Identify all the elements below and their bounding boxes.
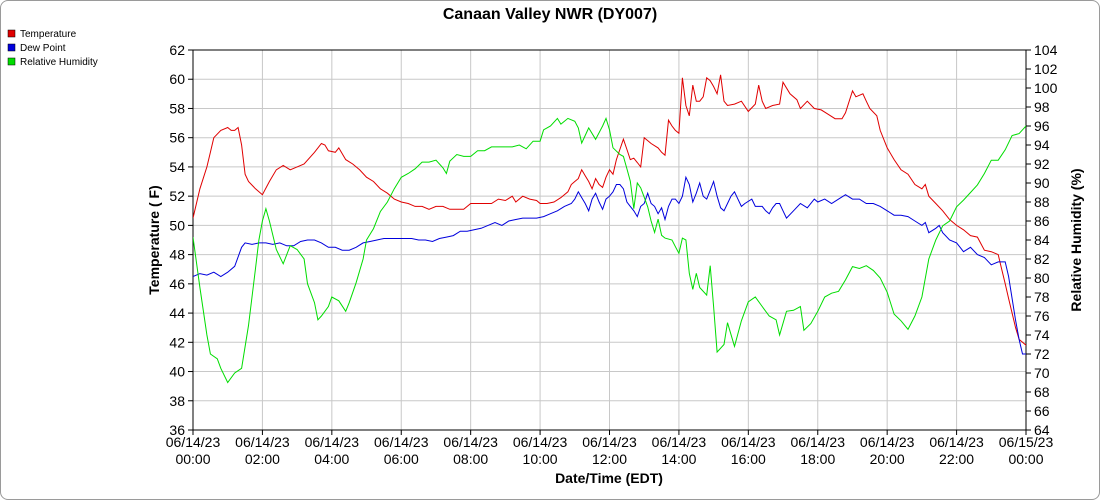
y-left-tick-label: 40 <box>169 364 185 380</box>
y-right-tick-label: 86 <box>1034 213 1050 229</box>
y-right-tick-label: 84 <box>1034 232 1050 248</box>
x-tick-label: 06/14/23 <box>652 434 707 450</box>
y-left-tick-label: 50 <box>169 217 185 233</box>
y-right-tick-label: 88 <box>1034 194 1050 210</box>
series-line-dew-point <box>193 175 1026 355</box>
x-tick-label: 06/14/23 <box>305 434 360 450</box>
y-right-tick-label: 78 <box>1034 289 1050 305</box>
legend-swatch-dew-point <box>7 43 16 52</box>
y-right-tick-label: 64 <box>1034 422 1050 438</box>
x-tick-label: 00:00 <box>175 451 210 467</box>
y-axis-left-label: Temperature ( F) <box>146 185 162 294</box>
y-right-tick-label: 76 <box>1034 308 1050 324</box>
y-left-tick-label: 52 <box>169 188 185 204</box>
y-right-tick-label: 94 <box>1034 137 1050 153</box>
legend: Temperature Dew Point Relative Humidity <box>7 29 98 68</box>
y-right-tick-label: 82 <box>1034 251 1050 267</box>
x-tick-label: 04:00 <box>314 451 349 467</box>
y-left-tick-label: 56 <box>169 130 185 146</box>
y-right-tick-label: 90 <box>1034 175 1050 191</box>
axes <box>188 49 1031 435</box>
x-tick-label: 06/14/23 <box>166 434 221 450</box>
x-tick-label: 06/15/23 <box>999 434 1054 450</box>
y-right-tick-label: 66 <box>1034 403 1050 419</box>
y-left-tick-label: 44 <box>169 305 185 321</box>
y-right-tick-label: 104 <box>1034 42 1058 58</box>
y-right-tick-label: 98 <box>1034 99 1050 115</box>
x-tick-label: 06/14/23 <box>374 434 429 450</box>
x-tick-label: 06/14/23 <box>791 434 846 450</box>
y-left-tick-label: 36 <box>169 422 185 438</box>
x-tick-label: 20:00 <box>870 451 905 467</box>
legend-label-dew-point: Dew Point <box>20 43 66 54</box>
x-tick-label: 16:00 <box>731 451 766 467</box>
x-tick-label: 06/14/23 <box>513 434 568 450</box>
series-line-relative-humidity <box>193 116 1026 384</box>
y-left-tick-label: 60 <box>169 71 185 87</box>
x-tick-label: 06/14/23 <box>929 434 984 450</box>
x-tick-label: 06:00 <box>384 451 419 467</box>
x-tick-label: 08:00 <box>453 451 488 467</box>
x-axis-label: Date/Time (EDT) <box>555 470 663 486</box>
x-tick-label: 14:00 <box>661 451 696 467</box>
y-right-tick-label: 68 <box>1034 384 1050 400</box>
x-tick-label: 06/14/23 <box>443 434 498 450</box>
x-tick-label: 06/14/23 <box>235 434 290 450</box>
y-left-tick-label: 46 <box>169 276 185 292</box>
legend-label-relative-humidity: Relative Humidity <box>20 57 98 68</box>
x-tick-label: 06/14/23 <box>860 434 915 450</box>
series-line-temperature <box>193 74 1026 347</box>
y-right-tick-label: 74 <box>1034 327 1050 343</box>
y-left-tick-label: 54 <box>169 159 185 175</box>
chart-title: Canaan Valley NWR (DY007) <box>443 6 657 23</box>
y-right-tick-label: 70 <box>1034 365 1050 381</box>
legend-label-temperature: Temperature <box>20 29 77 40</box>
y-right-tick-label: 102 <box>1034 61 1058 77</box>
x-tick-label: 06/14/23 <box>582 434 637 450</box>
y-left-tick-label: 62 <box>169 42 185 58</box>
grid-lines <box>192 49 1027 431</box>
x-tick-label: 22:00 <box>939 451 974 467</box>
legend-swatch-relative-humidity <box>7 57 16 66</box>
y-left-tick-label: 38 <box>169 393 185 409</box>
x-tick-label: 10:00 <box>523 451 558 467</box>
data-series <box>193 74 1026 384</box>
y-right-tick-label: 96 <box>1034 118 1050 134</box>
x-tick-label: 06/14/23 <box>721 434 776 450</box>
y-axis-right-label: Relative Humidity (%) <box>1068 168 1084 311</box>
legend-swatch-temperature <box>7 29 16 38</box>
x-tick-label: 00:00 <box>1008 451 1043 467</box>
x-tick-label: 18:00 <box>800 451 835 467</box>
y-right-tick-label: 100 <box>1034 80 1058 96</box>
x-tick-label: 02:00 <box>245 451 280 467</box>
y-right-tick-label: 92 <box>1034 156 1050 172</box>
y-right-tick-label: 72 <box>1034 346 1050 362</box>
y-right-tick-label: 80 <box>1034 270 1050 286</box>
x-tick-label: 12:00 <box>592 451 627 467</box>
y-left-tick-label: 42 <box>169 334 185 350</box>
y-left-tick-label: 48 <box>169 247 185 263</box>
y-left-tick-label: 58 <box>169 100 185 116</box>
tick-labels: 06/14/2300:0006/14/2302:0006/14/2304:000… <box>166 42 1058 467</box>
